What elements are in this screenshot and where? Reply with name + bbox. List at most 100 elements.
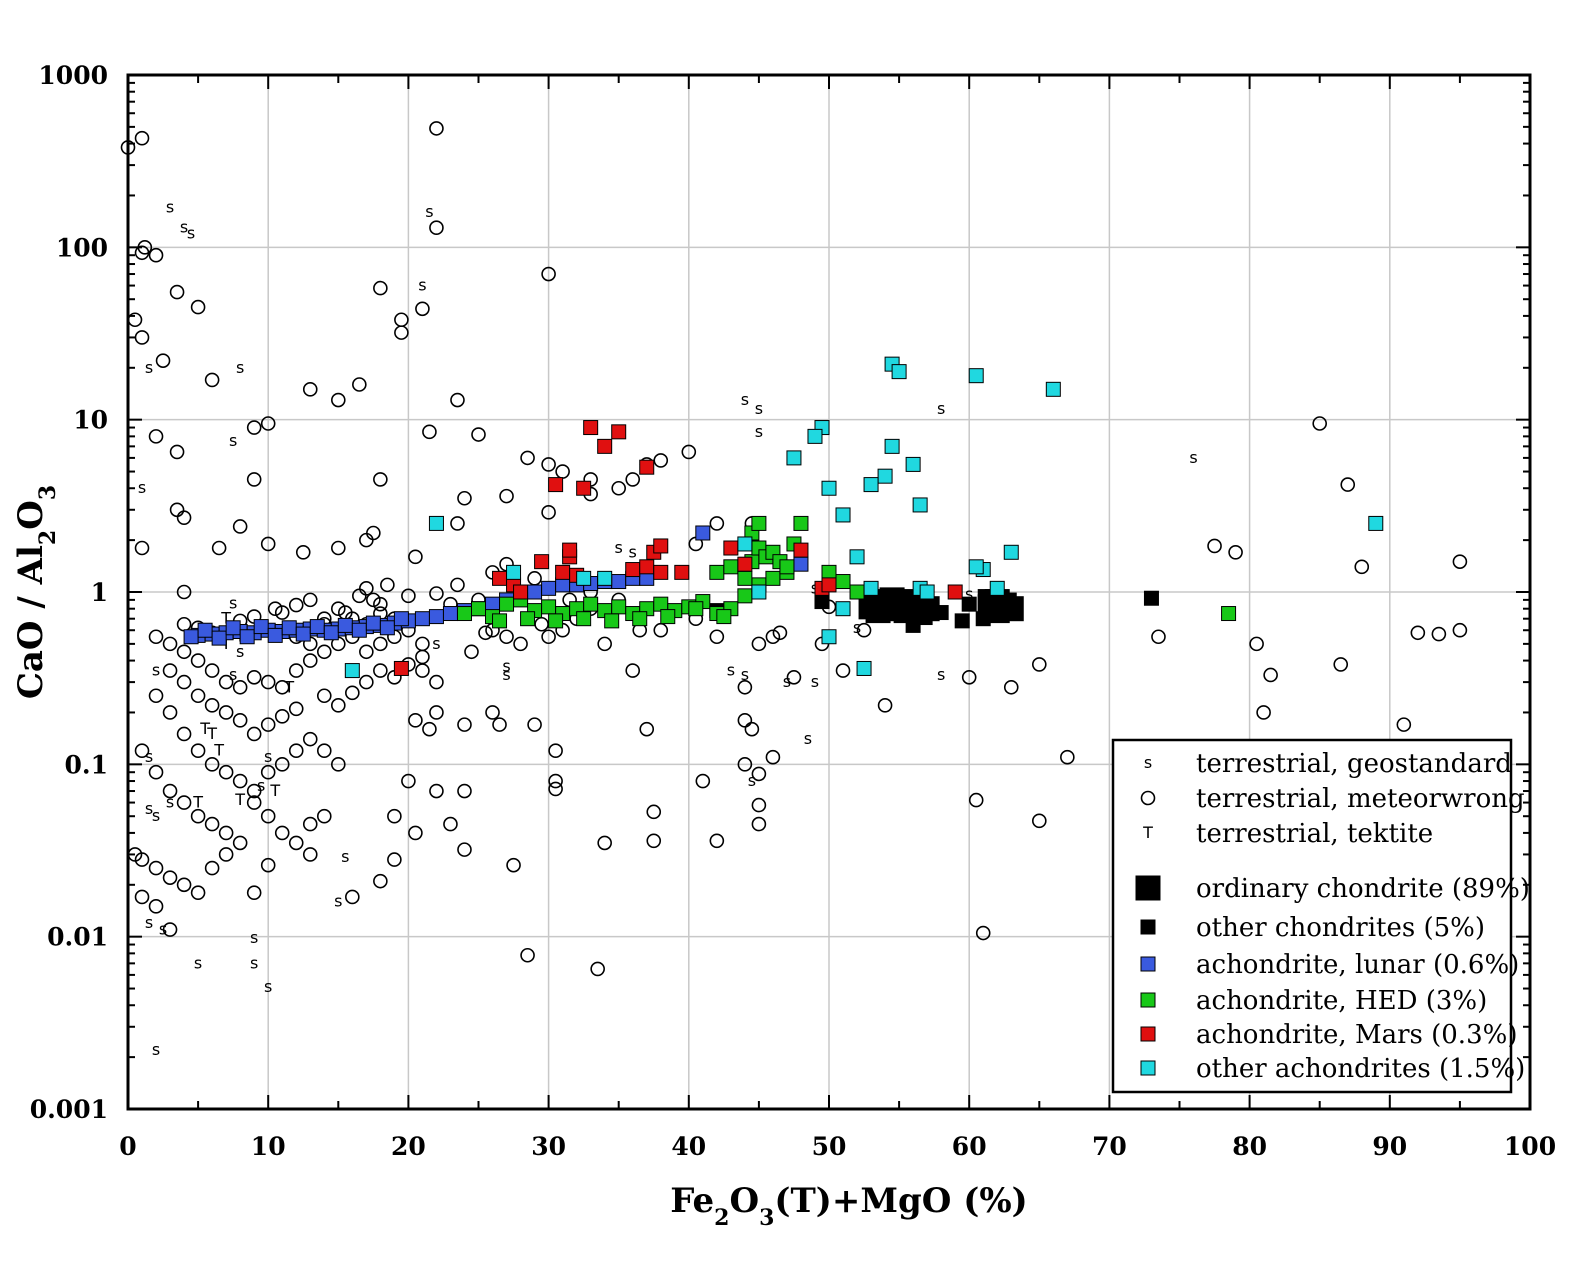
data-point — [162, 663, 178, 678]
data-point — [639, 559, 655, 575]
data-point — [548, 743, 563, 758]
data-point — [246, 669, 262, 685]
data-point — [309, 619, 325, 635]
data-point — [968, 368, 984, 384]
legend-marker — [1140, 919, 1156, 935]
data-point: s — [741, 390, 749, 409]
data-point — [485, 596, 501, 612]
data-point: s — [145, 747, 153, 766]
data-point — [1354, 559, 1370, 575]
data-point: s — [152, 806, 160, 825]
data-point: s — [937, 665, 945, 684]
data-point — [302, 847, 318, 862]
data-point: s — [250, 928, 258, 947]
data-point — [576, 570, 592, 586]
data-point: s — [180, 218, 188, 237]
data-point: T — [283, 677, 294, 696]
data-point — [1143, 590, 1159, 606]
data-point — [1003, 679, 1019, 695]
data-point — [134, 889, 150, 905]
y-tick-label: 0.01 — [47, 923, 108, 952]
legend-marker: T — [1142, 823, 1153, 842]
data-point — [1151, 629, 1166, 645]
data-point — [148, 860, 164, 876]
data-point — [380, 577, 395, 593]
data-point: s — [145, 799, 153, 818]
data-point — [548, 477, 564, 493]
data-point — [737, 536, 753, 552]
data-point — [134, 852, 150, 867]
data-point: s — [145, 913, 153, 932]
data-point — [232, 679, 248, 695]
data-point — [429, 220, 444, 235]
data-point — [414, 611, 430, 627]
data-point — [260, 674, 276, 690]
data-point: s — [502, 665, 510, 684]
data-point: T — [206, 724, 217, 743]
data-point — [288, 597, 304, 613]
data-point: s — [138, 478, 146, 497]
y-tick-label: 1 — [91, 578, 108, 607]
data-point — [737, 588, 753, 604]
data-point — [905, 456, 921, 472]
x-tick-label: 0 — [119, 1132, 136, 1161]
data-point — [239, 629, 255, 645]
data-point — [968, 792, 984, 808]
data-point — [555, 564, 571, 580]
data-point: s — [615, 538, 623, 557]
data-point — [891, 364, 907, 380]
data-point — [975, 925, 991, 941]
data-point: s — [755, 422, 763, 441]
data-point — [176, 795, 192, 810]
data-point — [295, 626, 311, 642]
data-point — [674, 564, 690, 580]
data-point — [751, 797, 767, 813]
data-point: s — [965, 584, 973, 603]
data-point — [835, 663, 851, 678]
data-point — [653, 538, 669, 554]
data-point — [1312, 416, 1327, 431]
data-point — [169, 284, 185, 300]
data-point: s — [502, 656, 510, 675]
y-tick-label: 0.1 — [65, 750, 109, 779]
legend-marker — [1140, 790, 1156, 806]
data-point — [408, 549, 423, 565]
data-point — [148, 429, 164, 444]
data-point — [919, 584, 935, 600]
data-point — [723, 540, 739, 556]
series-7 — [393, 420, 963, 676]
data-point — [709, 833, 725, 849]
data-point — [373, 280, 388, 296]
data-point — [751, 816, 767, 832]
data-point — [464, 644, 479, 660]
data-point — [246, 795, 262, 810]
data-point — [1228, 544, 1243, 560]
data-point — [246, 783, 262, 799]
data-point — [457, 783, 472, 799]
data-point — [765, 570, 781, 586]
x-tick-label: 70 — [1092, 1132, 1127, 1161]
data-point — [134, 130, 150, 146]
x-tick-label: 100 — [1504, 1132, 1556, 1161]
data-point — [1207, 538, 1222, 554]
data-point — [863, 477, 879, 493]
legend-label: ordinary chondrite (89%) — [1196, 874, 1530, 904]
y-tick-label: 10 — [73, 406, 108, 435]
data-point — [541, 457, 556, 472]
data-point — [1396, 717, 1412, 732]
data-point — [835, 601, 851, 617]
data-point — [176, 877, 192, 893]
data-point — [786, 669, 802, 685]
data-point — [134, 743, 150, 758]
legend-marker — [1140, 992, 1156, 1008]
data-point — [134, 330, 150, 345]
data-point — [218, 825, 234, 841]
data-point — [204, 757, 220, 772]
data-point: s — [629, 542, 637, 561]
data-point — [695, 773, 711, 789]
data-point — [821, 577, 837, 593]
legend-label: achondrite, lunar (0.6%) — [1196, 950, 1519, 980]
data-point — [527, 584, 543, 600]
data-point — [576, 480, 592, 496]
data-point — [429, 674, 444, 690]
